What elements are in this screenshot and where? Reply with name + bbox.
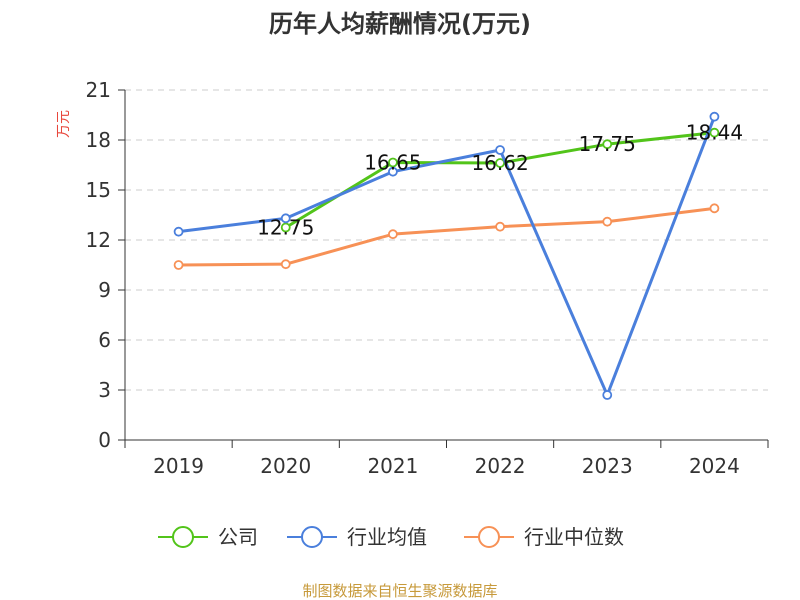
y-tick-label: 12	[86, 228, 111, 252]
grid-lines	[125, 89, 768, 391]
data-label: 18.44	[686, 121, 743, 145]
data-point	[602, 139, 613, 150]
data-point	[709, 111, 720, 122]
data-point	[280, 259, 291, 270]
data-label: 16.65	[364, 151, 421, 175]
data-point	[280, 213, 291, 224]
legend-marker	[301, 526, 323, 548]
y-tick-label: 3	[98, 378, 111, 402]
y-tick-label: 18	[86, 128, 111, 152]
y-tick-label: 15	[86, 178, 111, 202]
x-tick-label: 2020	[260, 454, 311, 478]
data-label: 17.75	[579, 132, 636, 156]
series-line	[178, 206, 715, 267]
data-point	[495, 221, 505, 232]
y-axis-label: 万元	[56, 110, 72, 138]
x-tick-label: 2019	[153, 454, 204, 478]
chart-title: 历年人均薪酬情况(万元)	[269, 10, 531, 38]
series-group	[173, 111, 720, 400]
data-label: 12.75	[257, 216, 314, 240]
legend-marker	[172, 526, 194, 548]
x-axis-ticks: 2019 2020 2021 2022 2023 2024	[124, 440, 769, 478]
legend-label: 行业均值	[347, 525, 427, 549]
x-tick-label: 2024	[689, 454, 740, 478]
data-point	[173, 226, 184, 237]
y-tick-label: 6	[98, 328, 111, 352]
data-point	[388, 166, 398, 177]
series-line	[178, 116, 716, 397]
data-point	[388, 229, 398, 240]
legend: 公司 行业均值 行业中位数	[158, 525, 624, 549]
data-point	[495, 145, 505, 155]
x-tick-label: 2021	[367, 454, 418, 478]
data-point	[602, 216, 613, 227]
source-note: 制图数据来自恒生聚源数据库	[302, 582, 497, 600]
data-labels: 12.75 16.65 16.62 17.75 18.44	[257, 121, 743, 240]
data-point	[388, 157, 398, 168]
y-tick-label: 21	[86, 78, 111, 102]
legend-label: 行业中位数	[524, 525, 624, 549]
data-point	[709, 127, 720, 138]
data-point	[709, 203, 720, 214]
y-tick-label: 9	[98, 278, 111, 302]
data-point	[280, 222, 291, 233]
legend-marker	[478, 526, 500, 548]
legend-label: 公司	[218, 525, 258, 549]
y-tick-label: 0	[98, 428, 111, 452]
data-point	[173, 260, 184, 270]
data-point	[495, 158, 505, 168]
x-tick-label: 2023	[582, 454, 633, 478]
y-axis-ticks: 0 3 6 9 12 15 18 21	[86, 78, 125, 452]
x-tick-label: 2022	[475, 454, 526, 478]
data-point	[602, 390, 613, 400]
data-label: 16.62	[471, 151, 528, 175]
